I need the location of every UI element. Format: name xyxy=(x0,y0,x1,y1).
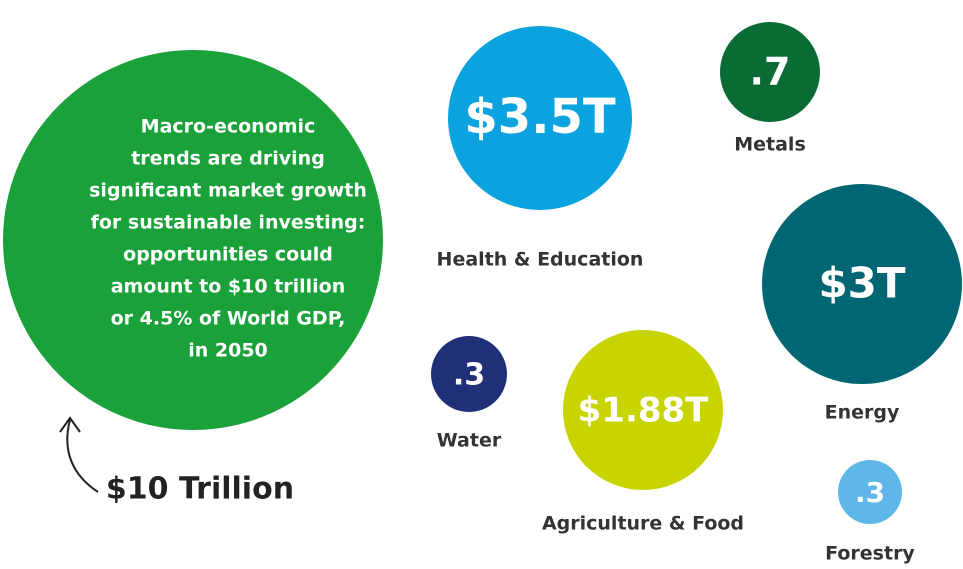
bubble-value: $3T xyxy=(818,259,905,308)
bubble xyxy=(762,184,962,384)
bubble-value: $1.88T xyxy=(578,391,710,431)
bubble-name: Energy xyxy=(825,402,900,424)
intro-text: or 4.5% of World GDP, xyxy=(111,308,346,330)
intro-text: significant market growth xyxy=(89,180,367,202)
bubble xyxy=(448,26,632,210)
intro-text: Macro-economic xyxy=(141,116,316,138)
bubble xyxy=(563,330,723,490)
total-label: $10 Trillion xyxy=(106,472,294,507)
intro-bubble xyxy=(3,50,383,430)
bubble-value: $3.5T xyxy=(464,89,615,145)
bubble-name: Metals xyxy=(734,134,806,156)
bubble xyxy=(431,336,507,412)
arrow xyxy=(59,416,99,493)
bubble-value: .3 xyxy=(855,476,885,509)
bubble xyxy=(838,460,902,524)
bubble-name: Water xyxy=(437,430,502,452)
bubble-value: .3 xyxy=(453,358,485,393)
bubble-name: Agriculture & Food xyxy=(542,513,744,535)
intro-text: trends are driving xyxy=(131,148,325,170)
intro-text: in 2050 xyxy=(188,340,268,362)
bubble xyxy=(720,22,820,122)
bubble-name: Forestry xyxy=(825,543,915,565)
bubble-value: .7 xyxy=(750,50,791,94)
intro-text: opportunities could xyxy=(123,244,333,266)
bubble-name: Health & Education xyxy=(437,249,644,271)
intro-text: for sustainable investing: xyxy=(91,212,366,234)
intro-text: amount to $10 trillion xyxy=(111,276,346,298)
